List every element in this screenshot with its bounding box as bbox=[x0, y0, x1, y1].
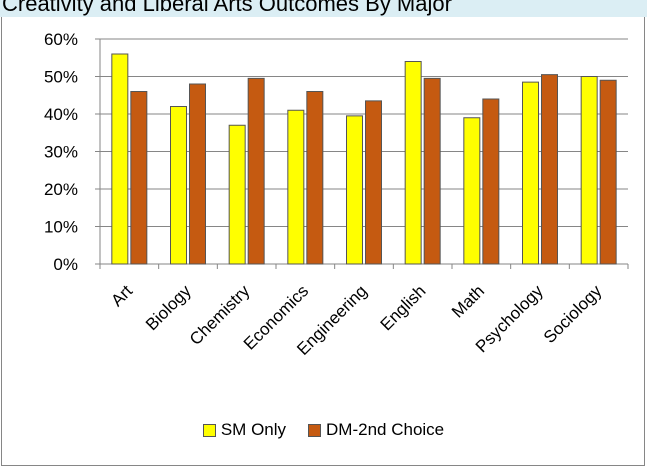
bar-dm-2nd-choice bbox=[482, 98, 500, 265]
bar-dm-2nd-choice bbox=[423, 77, 441, 265]
bar-sm-only bbox=[170, 106, 187, 265]
bar-sm-only bbox=[287, 109, 305, 265]
y-tick-label: 20% bbox=[44, 180, 78, 199]
chart-frame bbox=[1, 17, 645, 466]
title-bar: Creativity and Liberal Arts Outcomes By … bbox=[0, 0, 647, 17]
legend-label-sm-only: SM Only bbox=[220, 420, 287, 439]
bar-dm-2nd-choice bbox=[189, 83, 206, 265]
y-tick-label: 10% bbox=[44, 218, 78, 237]
bar-sm-only bbox=[111, 53, 129, 265]
legend-swatch-sm-only bbox=[202, 423, 216, 437]
chart-title: Creativity and Liberal Arts Outcomes By … bbox=[2, 0, 452, 16]
bar-sm-only bbox=[228, 124, 246, 265]
legend: SM Only DM-2nd Choice bbox=[0, 420, 647, 440]
y-tick-label: 60% bbox=[44, 30, 78, 49]
x-tick-label: Math bbox=[448, 281, 488, 321]
bar-dm-2nd-choice bbox=[541, 74, 558, 265]
bar-dm-2nd-choice bbox=[306, 91, 324, 265]
legend-item-dm-2nd-choice: DM-2nd Choice bbox=[308, 420, 444, 440]
x-tick-label: Sociology bbox=[540, 281, 606, 347]
x-tick-label: Art bbox=[107, 281, 136, 310]
y-tick-label: 40% bbox=[44, 105, 78, 124]
x-tick-label: English bbox=[377, 281, 430, 334]
bar-dm-2nd-choice bbox=[130, 91, 148, 265]
bar-dm-2nd-choice bbox=[599, 79, 617, 265]
y-tick-label: 50% bbox=[44, 68, 78, 87]
legend-item-sm-only: SM Only bbox=[202, 420, 287, 440]
bar-sm-only bbox=[580, 76, 598, 265]
bar-sm-only bbox=[404, 61, 422, 265]
legend-swatch-dm-2nd-choice bbox=[308, 423, 322, 437]
x-tick-label: Biology bbox=[142, 281, 195, 334]
y-tick-label: 30% bbox=[44, 143, 78, 162]
legend-label-dm-2nd-choice: DM-2nd Choice bbox=[326, 420, 445, 439]
bar-dm-2nd-choice bbox=[365, 100, 382, 265]
bar-sm-only bbox=[522, 81, 539, 265]
bar-sm-only bbox=[463, 117, 481, 265]
bar-dm-2nd-choice bbox=[247, 77, 265, 265]
bar-sm-only bbox=[346, 115, 363, 265]
y-tick-label: 0% bbox=[53, 255, 78, 274]
